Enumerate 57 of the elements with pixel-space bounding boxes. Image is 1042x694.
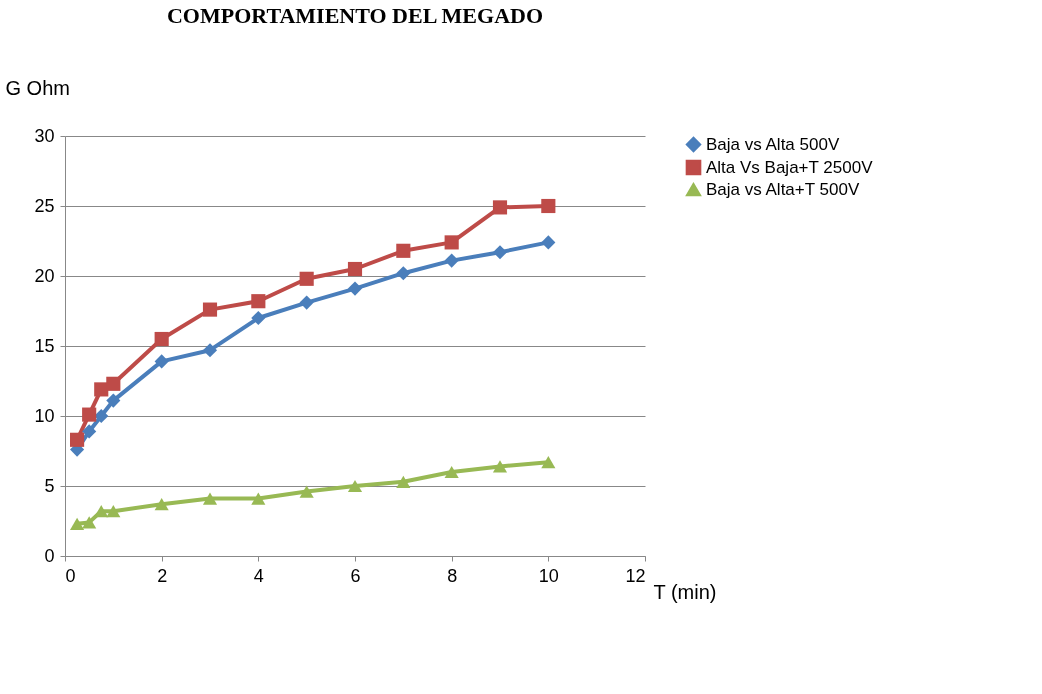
legend-label: Baja vs Alta 500V bbox=[706, 134, 840, 154]
point bbox=[396, 243, 411, 258]
point bbox=[541, 456, 556, 469]
point bbox=[94, 408, 109, 424]
y-tick-label: 0 bbox=[44, 545, 55, 566]
point bbox=[202, 343, 218, 358]
point bbox=[202, 302, 218, 317]
point bbox=[396, 475, 411, 488]
y-axis-title: G Ohm bbox=[5, 76, 70, 99]
point bbox=[154, 498, 169, 511]
y-tick-label: 25 bbox=[34, 195, 55, 216]
point bbox=[70, 517, 85, 530]
point bbox=[396, 266, 411, 281]
legend-label: Alta Vs Baja+T 2500V bbox=[706, 157, 874, 177]
point bbox=[541, 235, 556, 250]
point bbox=[492, 245, 508, 260]
x-tick-label: 0 bbox=[65, 565, 76, 586]
point bbox=[106, 376, 121, 391]
point bbox=[106, 393, 121, 408]
x-axis-title: T (min) bbox=[653, 580, 717, 603]
chart-title: COMPORTAMIENTO DEL MEGADO bbox=[166, 3, 544, 28]
point bbox=[106, 505, 121, 518]
x-tick-label: 4 bbox=[253, 565, 264, 586]
y-tick-label: 5 bbox=[44, 475, 55, 496]
point bbox=[82, 516, 97, 529]
x-tick-label: 12 bbox=[625, 565, 646, 586]
point bbox=[444, 465, 459, 479]
point bbox=[347, 261, 363, 277]
point bbox=[154, 354, 169, 369]
point bbox=[299, 485, 314, 498]
x-tick-label: 6 bbox=[350, 565, 361, 586]
point bbox=[251, 294, 266, 309]
legend-label: Baja vs Alta+T 500V bbox=[706, 179, 860, 199]
point bbox=[251, 310, 266, 326]
point bbox=[492, 460, 508, 473]
point bbox=[202, 492, 218, 505]
point bbox=[444, 235, 459, 250]
point bbox=[299, 271, 314, 286]
point bbox=[347, 281, 363, 296]
point bbox=[82, 407, 97, 422]
point bbox=[444, 253, 459, 268]
x-tick-label: 8 bbox=[447, 565, 458, 586]
point bbox=[94, 505, 109, 518]
x-tick-label: 10 bbox=[538, 565, 559, 586]
x-tick-label: 2 bbox=[157, 565, 168, 586]
point bbox=[492, 200, 508, 215]
point bbox=[251, 492, 266, 505]
y-tick-label: 10 bbox=[34, 405, 55, 426]
y-tick-label: 20 bbox=[34, 265, 55, 286]
y-tick-label: 30 bbox=[34, 125, 55, 146]
point bbox=[541, 198, 556, 214]
point bbox=[347, 479, 363, 493]
point bbox=[82, 424, 97, 439]
y-tick-label: 15 bbox=[34, 335, 55, 356]
point bbox=[154, 331, 169, 347]
point bbox=[70, 432, 85, 447]
point bbox=[299, 295, 314, 310]
